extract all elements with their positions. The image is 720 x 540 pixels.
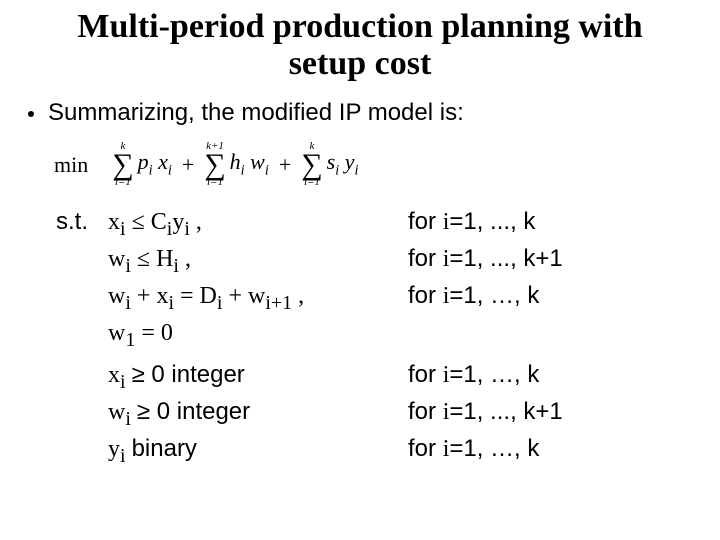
sigma-icon: ∑ bbox=[112, 152, 133, 178]
constraint-range: for i=1, ..., k+1 bbox=[408, 243, 692, 280]
constraint-row: s.t. xi ≤ Ciyi , for i=1, ..., k bbox=[56, 206, 692, 243]
term-3: si yi bbox=[325, 149, 361, 179]
objective-function: min k ∑ i=1 pi xi + k+1 ∑ i=1 hi wi + k bbox=[54, 141, 692, 189]
plus-2: + bbox=[271, 152, 299, 178]
title-line-2: setup cost bbox=[289, 45, 432, 82]
bullet-row: Summarizing, the modified IP model is: bbox=[28, 99, 692, 127]
constraints-block: s.t. xi ≤ Ciyi , for i=1, ..., k wi ≤ Hi… bbox=[56, 206, 692, 470]
constraint-expr: yi binary bbox=[108, 433, 408, 470]
constraint-expr: xi ≤ Ciyi , bbox=[108, 206, 408, 243]
term-2: hi wi bbox=[228, 149, 271, 179]
bullet-text: Summarizing, the modified IP model is: bbox=[48, 99, 464, 127]
slide-title: Multi-period production planning with se… bbox=[28, 8, 692, 83]
constraint-expr: xi ≥ 0 integer bbox=[108, 359, 408, 396]
sigma-icon: ∑ bbox=[301, 152, 322, 178]
constraint-range: for i=1, ..., k+1 bbox=[408, 396, 692, 433]
constraint-range: for i=1, …, k bbox=[408, 359, 692, 396]
min-label: min bbox=[54, 152, 88, 178]
title-line-1: Multi-period production planning with bbox=[77, 8, 642, 45]
sum-1: k ∑ i=1 bbox=[112, 141, 133, 189]
constraint-expr: wi + xi = Di + wi+1 , bbox=[108, 280, 408, 317]
constraint-range: for i=1, …, k bbox=[408, 433, 692, 470]
term-1: pi xi bbox=[136, 149, 174, 179]
constraint-row: wi + xi = Di + wi+1 , for i=1, …, k bbox=[56, 280, 692, 317]
constraint-expr: wi ≥ 0 integer bbox=[108, 396, 408, 433]
bullet-dot-icon bbox=[28, 111, 34, 117]
sum-3: k ∑ i=1 bbox=[301, 141, 322, 189]
constraint-expr: w1 = 0 bbox=[108, 317, 408, 354]
constraint-range: for i=1, ..., k bbox=[408, 206, 692, 243]
constraint-row: xi ≥ 0 integer for i=1, …, k bbox=[56, 359, 692, 396]
sum-2: k+1 ∑ i=1 bbox=[204, 141, 225, 189]
constraint-range: for i=1, …, k bbox=[408, 280, 692, 317]
constraint-row: w1 = 0 bbox=[56, 317, 692, 354]
constraint-row: wi ≥ 0 integer for i=1, ..., k+1 bbox=[56, 396, 692, 433]
constraint-row: yi binary for i=1, …, k bbox=[56, 433, 692, 470]
constraint-row: wi ≤ Hi , for i=1, ..., k+1 bbox=[56, 243, 692, 280]
constraint-expr: wi ≤ Hi , bbox=[108, 243, 408, 280]
st-label: s.t. bbox=[56, 206, 108, 243]
sigma-icon: ∑ bbox=[204, 152, 225, 178]
constraint-range bbox=[408, 317, 692, 354]
plus-1: + bbox=[174, 152, 202, 178]
